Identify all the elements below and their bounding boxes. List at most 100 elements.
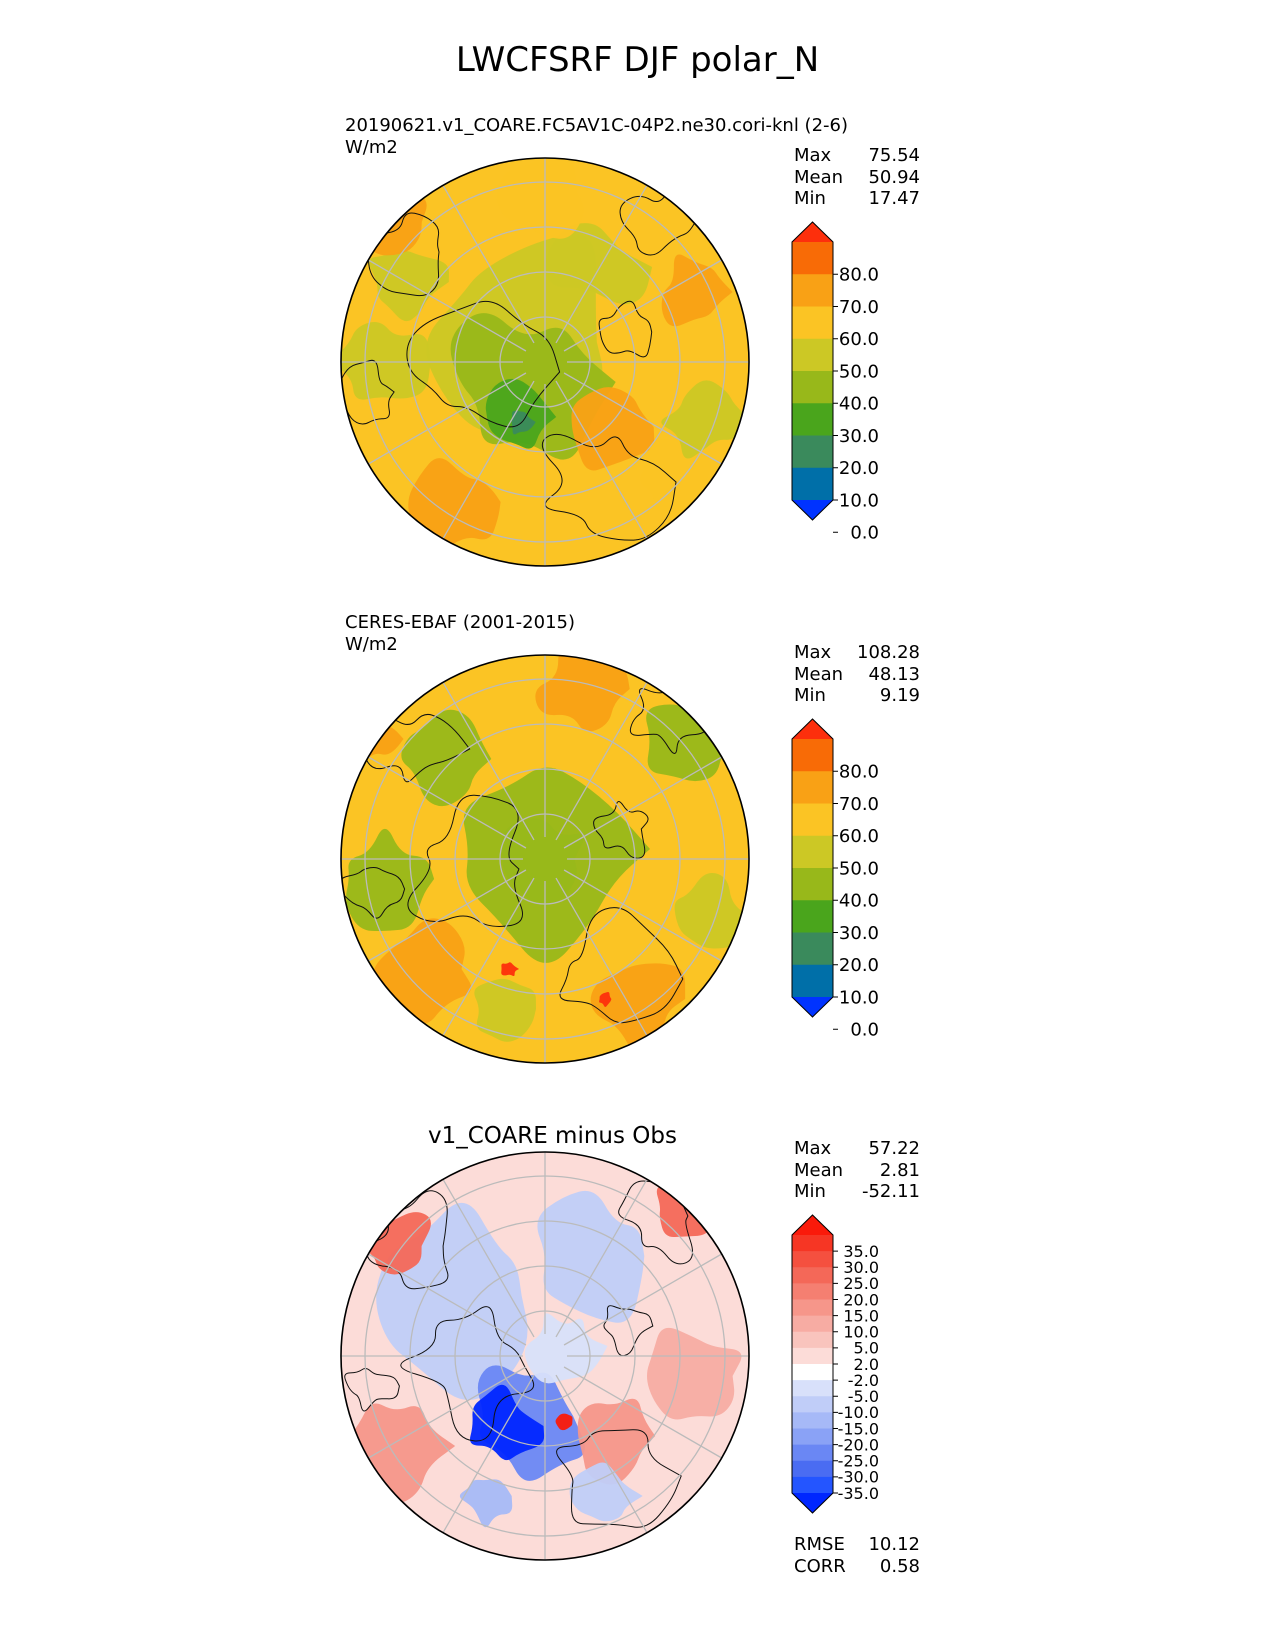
colorbar-tick-label: 80.0 — [839, 265, 879, 286]
colorbar-extend-min — [792, 997, 833, 1017]
colorbar-tick-label: 60.0 — [839, 329, 879, 350]
ref-panel-units: W/m2 — [345, 634, 398, 655]
stat-value: 9.19 — [879, 685, 920, 706]
colorbar-tick-label: -20.0 — [838, 1435, 879, 1454]
colorbar-segment — [792, 1347, 833, 1365]
colorbar-tick-label: 25.0 — [843, 1274, 879, 1293]
stat-label: Max — [794, 1138, 832, 1159]
longitude-line — [368, 756, 527, 849]
colorbar-tick-label: 2.0 — [854, 1355, 879, 1374]
stat-value: -52.11 — [861, 1181, 920, 1202]
colorbar-tick-label: -10.0 — [838, 1403, 879, 1422]
field-region — [501, 962, 520, 977]
field-region — [646, 1327, 742, 1420]
longitude-line — [555, 877, 648, 1036]
colorbar-tick-label: 20.0 — [839, 955, 879, 976]
colorbar-segment — [792, 1380, 833, 1397]
longitude-line — [442, 877, 535, 1036]
field-region — [661, 380, 749, 459]
colorbar-extend-min — [792, 1493, 833, 1513]
colorbar-segment — [792, 1283, 833, 1300]
stat-label: Min — [794, 685, 826, 706]
stat-value: 75.54 — [868, 145, 920, 166]
longitude-line — [555, 185, 648, 344]
colorbar-tick-label: -5.0 — [848, 1387, 879, 1406]
stat-value: 50.94 — [868, 166, 920, 188]
metric-label: RMSE — [794, 1534, 845, 1555]
field-region — [496, 158, 584, 239]
stat-label: Mean — [794, 166, 844, 188]
longitude-line — [555, 380, 648, 539]
stat-label: Min — [794, 188, 826, 209]
colorbar-segment — [792, 1412, 833, 1429]
coastline — [603, 1305, 654, 1357]
colorbar-tick-label: 50.0 — [839, 858, 879, 879]
colorbar-tick-label: -15.0 — [838, 1419, 879, 1438]
polar-map-diff — [340, 1151, 750, 1561]
polar-map-ref — [340, 654, 750, 1064]
colorbar-segment — [792, 1364, 833, 1381]
colorbar-tick-label: 0.0 — [850, 1020, 879, 1041]
field-region — [501, 818, 584, 906]
ref-panel-title: CERES-EBAF (2001-2015) — [345, 612, 576, 633]
coastline — [406, 300, 561, 428]
colorbar-tick-label: 20.0 — [843, 1290, 879, 1309]
longitude-line — [563, 372, 722, 465]
longitude-line — [563, 1366, 722, 1459]
longitude-line — [555, 682, 648, 841]
colorbar-segment — [792, 306, 833, 340]
colorbar-tick-label: -30.0 — [838, 1468, 879, 1487]
colorbar-tick-label: -2.0 — [848, 1371, 879, 1390]
colorbar-extend-max — [792, 1215, 833, 1235]
stat-label: Min — [794, 1181, 826, 1202]
metric-value: 10.12 — [868, 1534, 920, 1555]
stat-value: 108.28 — [857, 642, 920, 663]
longitude-line — [555, 1179, 648, 1338]
coastline — [556, 1429, 682, 1528]
colorbar-segment — [792, 1396, 833, 1413]
colorbar-segment — [792, 338, 833, 372]
diff-metrics: RMSE 10.12 CORR 0.58 — [794, 1534, 920, 1577]
colorbar-tick-label: 20.0 — [839, 458, 879, 479]
stat-value: 17.47 — [868, 188, 920, 209]
longitude-line — [368, 259, 527, 352]
colorbar-extend-min — [792, 500, 833, 520]
colorbar-segment — [792, 403, 833, 436]
field-region — [408, 458, 501, 550]
colorbar-segment — [792, 803, 833, 837]
colorbar-tick-label: 10.0 — [843, 1323, 879, 1342]
colorbar-segment — [792, 1331, 833, 1349]
stat-label: Max — [794, 145, 832, 166]
colorbar-ref: 80.0 70.0 60.0 50.0 40.0 30.0 20.0 10.0 0.0 — [791, 718, 879, 1041]
diff-panel-title: v1_COARE minus Obs — [428, 1123, 677, 1149]
colorbar-segment — [792, 771, 833, 804]
field-region — [341, 321, 431, 400]
test-panel-title: 20190621.v1_COARE.FC5AV1C-04P2.ne30.cori… — [345, 115, 848, 136]
colorbar-tick-label: 60.0 — [839, 826, 879, 847]
longitude-line — [563, 1253, 722, 1346]
colorbar-segment — [792, 868, 833, 901]
colorbar-segment — [792, 835, 833, 869]
figure-title: LWCFSRF DJF polar_N — [455, 40, 820, 80]
field-region — [571, 387, 655, 471]
coastline — [541, 433, 677, 541]
field-region — [555, 1413, 573, 1431]
field-region — [577, 1398, 656, 1485]
map-boundary — [340, 157, 750, 567]
longitude-line — [368, 372, 527, 465]
colorbar-tick-label: -25.0 — [838, 1452, 879, 1471]
colorbar-tick-label: 10.0 — [839, 490, 879, 511]
colorbar-tick-label: 40.0 — [839, 891, 879, 912]
field-region — [369, 251, 450, 322]
test-stats: Max 75.54 Mean 50.94 Min 17.47 — [794, 145, 920, 210]
longitude-line — [368, 1253, 527, 1346]
longitude-line — [368, 869, 527, 962]
stat-value: 48.13 — [868, 663, 920, 685]
stat-value: 2.81 — [879, 1159, 920, 1181]
longitude-line — [442, 380, 535, 539]
colorbar-segment — [792, 739, 833, 772]
field-region — [569, 1462, 643, 1522]
map-boundary — [340, 654, 750, 1064]
colorbar-segment — [792, 1235, 833, 1252]
